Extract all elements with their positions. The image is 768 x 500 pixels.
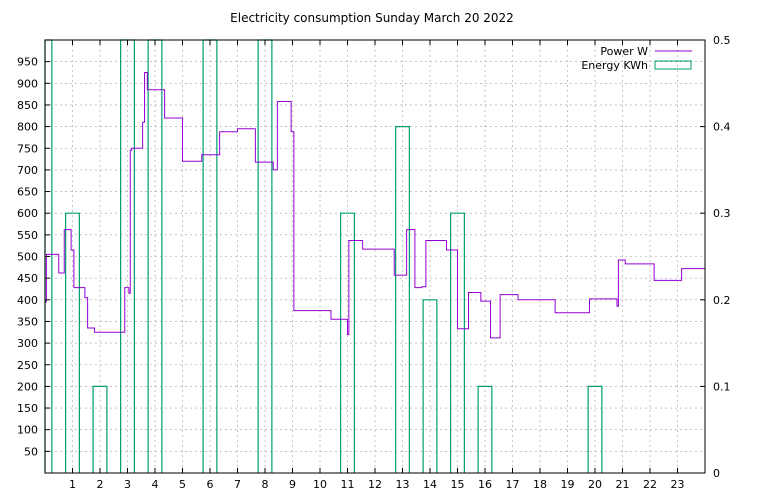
x-tick-label: 16 bbox=[478, 478, 492, 491]
y-tick-label: 750 bbox=[17, 142, 38, 155]
y-tick-label: 500 bbox=[17, 251, 38, 264]
energy-bar bbox=[395, 126, 410, 473]
x-tick-label: 3 bbox=[124, 478, 131, 491]
y-tick-label: 950 bbox=[17, 56, 38, 69]
energy-bar bbox=[422, 299, 438, 473]
x-tick-label: 23 bbox=[671, 478, 685, 491]
x-tick-label: 22 bbox=[643, 478, 657, 491]
x-tick-label: 2 bbox=[97, 478, 104, 491]
x-tick-label: 19 bbox=[561, 478, 575, 491]
y-tick-label: 50 bbox=[24, 445, 38, 458]
y2-tick-label: 0.4 bbox=[713, 121, 731, 134]
y2-tick-label: 0.3 bbox=[713, 207, 731, 220]
energy-bar bbox=[477, 385, 493, 473]
legend: Power W Energy KWh bbox=[581, 45, 692, 72]
y-tick-label: 850 bbox=[17, 99, 38, 112]
x-tick-label: 17 bbox=[506, 478, 520, 491]
x-tick-label: 4 bbox=[152, 478, 159, 491]
axes: 1 2 3 4 5 6 7 8 9 10 11 12 13 14 15 16 17 18 19 20 21 22 23501… bbox=[17, 34, 731, 491]
x-tick-label: 10 bbox=[313, 478, 327, 491]
x-tick-label: 6 bbox=[207, 478, 214, 491]
y-tick-label: 600 bbox=[17, 207, 38, 220]
x-tick-label: 1 bbox=[69, 478, 76, 491]
x-tick-label: 8 bbox=[262, 478, 269, 491]
grid bbox=[45, 40, 705, 473]
y-tick-label: 300 bbox=[17, 337, 38, 350]
y-tick-label: 700 bbox=[17, 164, 38, 177]
legend-label-power: Power W bbox=[600, 45, 648, 58]
y-tick-label: 450 bbox=[17, 272, 38, 285]
y-tick-label: 800 bbox=[17, 121, 38, 134]
y-tick-label: 550 bbox=[17, 229, 38, 242]
y-tick-label: 400 bbox=[17, 294, 38, 307]
y2-tick-label: 0.5 bbox=[713, 34, 731, 47]
power-series-line bbox=[45, 71, 705, 339]
y2-tick-label: 0 bbox=[713, 467, 720, 480]
x-tick-label: 12 bbox=[368, 478, 382, 491]
y-tick-label: 200 bbox=[17, 380, 38, 393]
x-tick-label: 14 bbox=[423, 478, 437, 491]
y-tick-label: 900 bbox=[17, 77, 38, 90]
energy-bar bbox=[92, 385, 108, 473]
x-tick-label: 5 bbox=[179, 478, 186, 491]
y-tick-label: 650 bbox=[17, 186, 38, 199]
energy-bar bbox=[340, 212, 355, 473]
x-tick-label: 20 bbox=[588, 478, 602, 491]
energy-bar bbox=[587, 385, 603, 473]
energy-bar bbox=[65, 212, 80, 473]
x-tick-label: 11 bbox=[341, 478, 355, 491]
x-tick-label: 15 bbox=[451, 478, 465, 491]
x-tick-label: 18 bbox=[533, 478, 547, 491]
y2-tick-label: 0.1 bbox=[713, 380, 731, 393]
legend-swatch-energy bbox=[654, 60, 692, 70]
chart-title: Electricity consumption Sunday March 20 … bbox=[230, 11, 514, 25]
y-tick-label: 350 bbox=[17, 315, 38, 328]
y2-tick-label: 0.2 bbox=[713, 294, 731, 307]
y-tick-label: 150 bbox=[17, 402, 38, 415]
x-tick-label: 13 bbox=[396, 478, 410, 491]
y-tick-label: 250 bbox=[17, 359, 38, 372]
y-tick-label: 100 bbox=[17, 424, 38, 437]
x-tick-label: 9 bbox=[289, 478, 296, 491]
energy-bar bbox=[450, 212, 465, 473]
legend-label-energy: Energy KWh bbox=[581, 59, 648, 72]
x-tick-label: 7 bbox=[234, 478, 241, 491]
x-tick-label: 21 bbox=[616, 478, 630, 491]
